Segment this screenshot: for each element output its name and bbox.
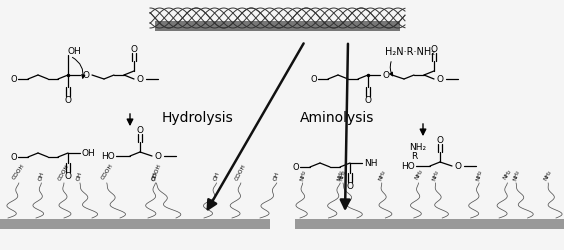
- Text: O: O: [64, 96, 72, 105]
- Text: NH₂: NH₂: [475, 168, 483, 180]
- Text: OH: OH: [82, 149, 96, 158]
- Text: O: O: [311, 75, 318, 84]
- Text: NH₂: NH₂: [413, 168, 424, 180]
- Text: HO: HO: [102, 152, 115, 161]
- Text: Hydrolysis: Hydrolysis: [162, 110, 233, 124]
- FancyBboxPatch shape: [155, 22, 400, 32]
- Text: O: O: [346, 182, 354, 191]
- Text: O: O: [437, 75, 443, 84]
- Text: NH₂: NH₂: [409, 143, 426, 152]
- Text: O: O: [364, 96, 372, 105]
- Text: O: O: [155, 152, 161, 161]
- Text: O: O: [455, 162, 461, 171]
- Text: O: O: [382, 71, 390, 80]
- Text: NH₂: NH₂: [336, 168, 344, 180]
- Text: COOH: COOH: [12, 163, 26, 180]
- Text: O: O: [11, 75, 17, 84]
- Text: OH: OH: [76, 170, 83, 180]
- Text: COOH: COOH: [151, 162, 162, 180]
- Text: OH: OH: [152, 170, 158, 180]
- Text: NH₂: NH₂: [512, 168, 520, 180]
- Text: COOH: COOH: [100, 162, 114, 180]
- Text: NH: NH: [364, 159, 377, 168]
- Text: O: O: [136, 75, 143, 84]
- Text: OH: OH: [68, 47, 82, 56]
- FancyBboxPatch shape: [295, 219, 564, 229]
- Text: O: O: [130, 45, 138, 54]
- Text: O: O: [293, 163, 299, 172]
- Text: NH₂: NH₂: [299, 168, 306, 180]
- Text: O: O: [430, 45, 438, 54]
- Text: NH₂: NH₂: [377, 168, 386, 180]
- Text: OH: OH: [273, 170, 280, 180]
- Text: H₂N·R·NH₂: H₂N·R·NH₂: [385, 47, 435, 57]
- Text: NH₂: NH₂: [502, 168, 513, 180]
- Text: COOH: COOH: [235, 162, 247, 180]
- Text: NH₂: NH₂: [543, 168, 553, 180]
- Text: R: R: [411, 152, 417, 161]
- Text: OH: OH: [213, 170, 221, 180]
- Text: O: O: [82, 71, 90, 80]
- Text: NH₂: NH₂: [431, 168, 439, 180]
- Text: Aminolysis: Aminolysis: [300, 110, 374, 124]
- Text: O: O: [437, 136, 443, 145]
- Text: O: O: [64, 172, 72, 181]
- Text: O: O: [136, 126, 143, 135]
- Text: OH: OH: [38, 170, 45, 180]
- Text: HO: HO: [401, 162, 415, 171]
- FancyBboxPatch shape: [0, 219, 270, 229]
- Text: NH₂: NH₂: [339, 168, 347, 180]
- Text: O: O: [11, 153, 17, 162]
- Text: COOH: COOH: [58, 162, 70, 180]
